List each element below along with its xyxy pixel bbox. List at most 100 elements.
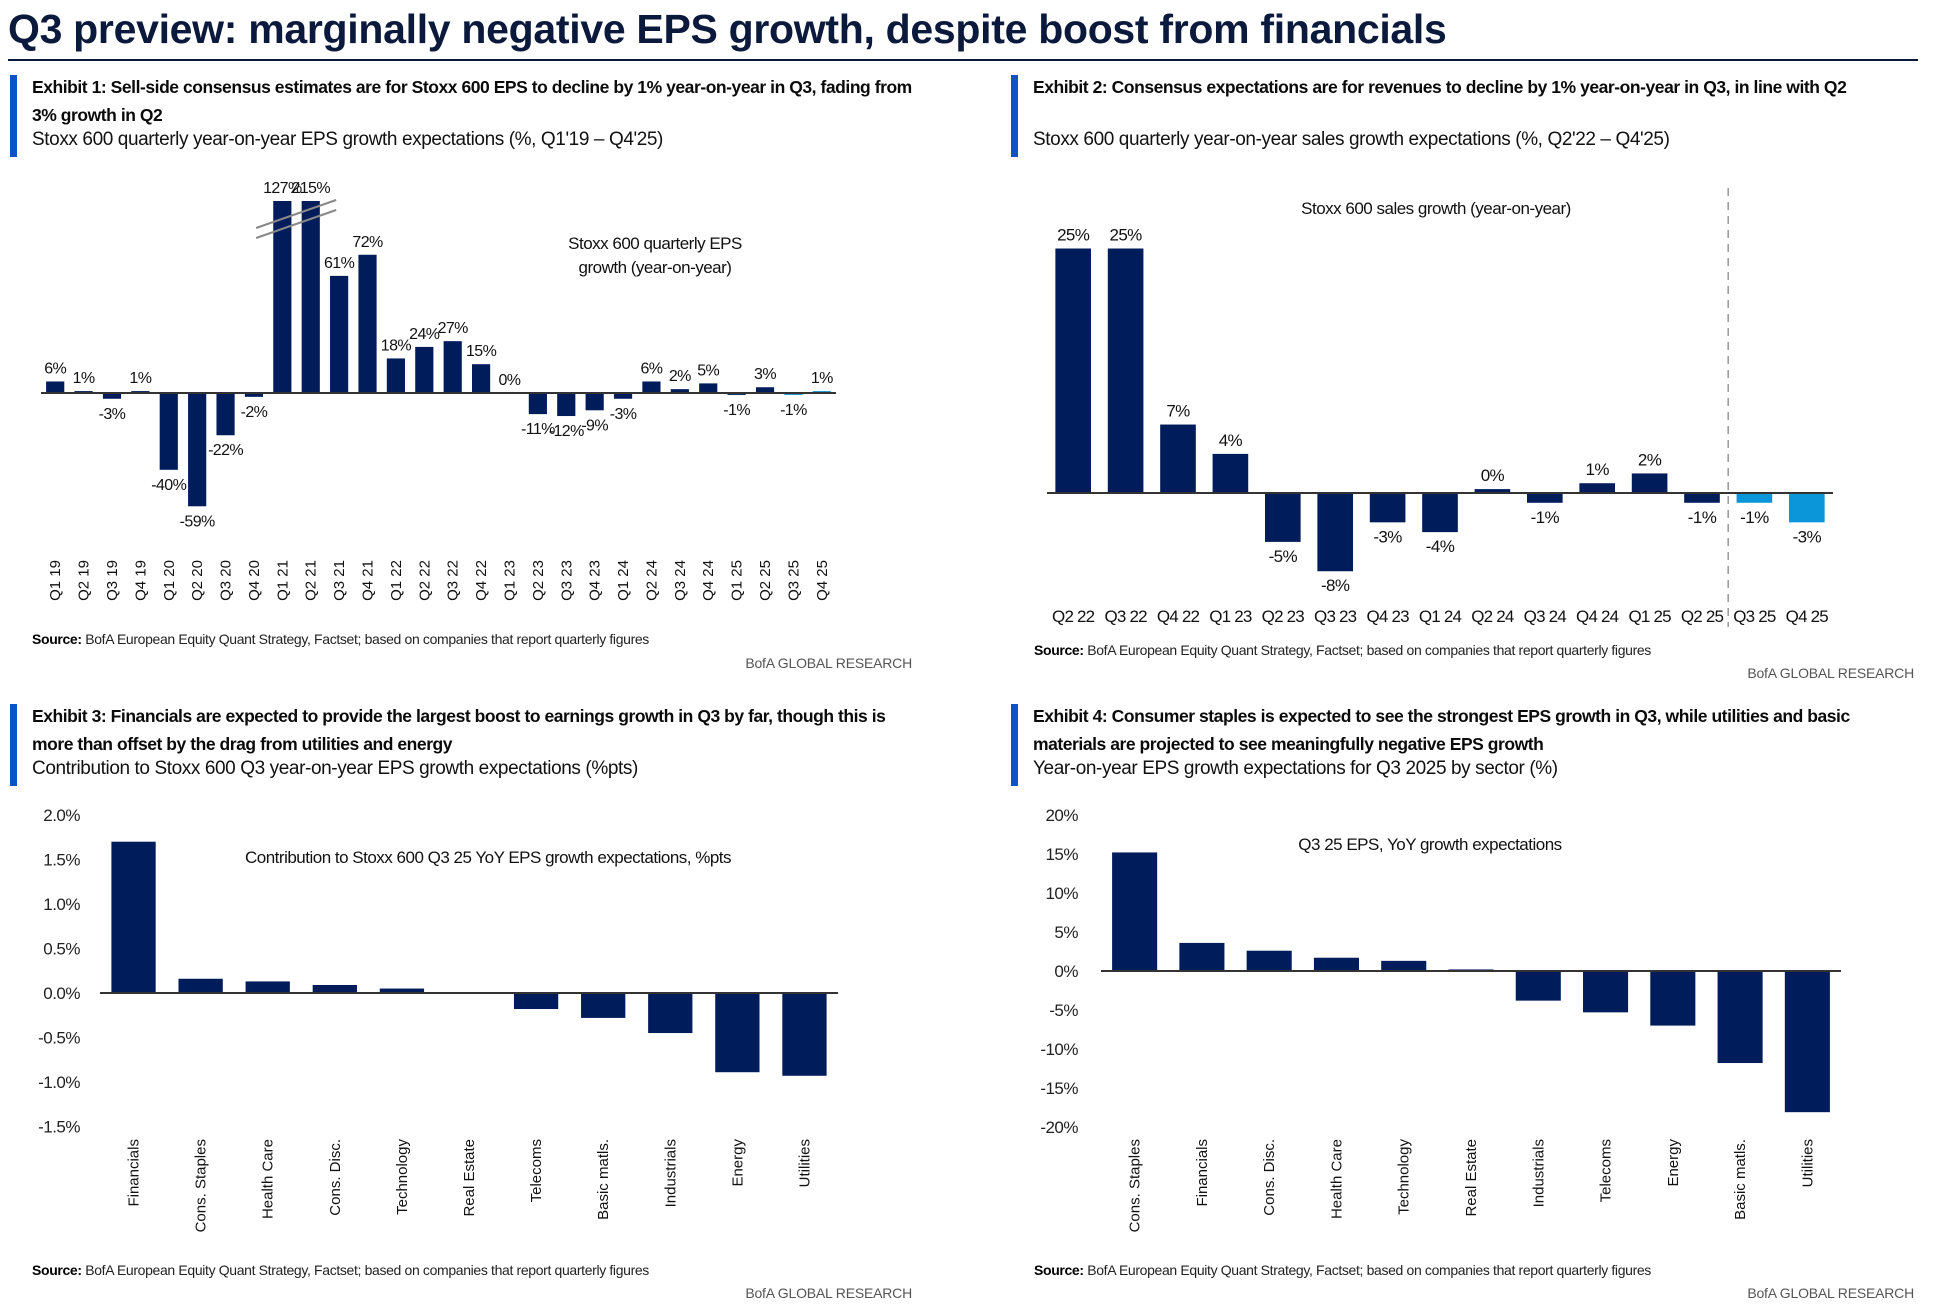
data-label: -12% — [549, 423, 584, 440]
bar-q3-20 — [216, 393, 235, 436]
x-tick-label: Q1 19 — [47, 560, 64, 601]
data-label: -8% — [1321, 576, 1350, 595]
source-label: Source: — [1034, 642, 1084, 658]
x-tick-label: Telecoms — [1598, 1139, 1615, 1202]
data-label: 7% — [1166, 402, 1190, 421]
bar-q2-22 — [415, 346, 434, 393]
x-tick-label: Q1 25 — [729, 560, 746, 601]
x-tick-label: Q3 25 — [1733, 607, 1776, 626]
bar-q3-24 — [670, 389, 689, 393]
bar-q3-22 — [1107, 248, 1144, 493]
exhibit-heading: Exhibit 3: Financials are expected to pr… — [32, 706, 886, 754]
y-tick-label: 2.0% — [43, 806, 80, 825]
axis-break-mark — [255, 199, 337, 229]
x-tick-label: Q1 24 — [615, 560, 632, 601]
bar-q3-22 — [443, 341, 462, 393]
x-tick-label: Q4 24 — [700, 560, 717, 601]
x-tick-label: Q3 21 — [331, 560, 348, 601]
source-label: Source: — [32, 631, 82, 647]
bar-q4-22 — [472, 364, 491, 393]
bar-q4-24 — [1579, 483, 1616, 493]
bar-q4-23 — [1369, 493, 1406, 523]
bar-q1-19 — [46, 381, 65, 393]
y-tick-label: 1.5% — [43, 851, 80, 870]
bar-industrials — [648, 993, 693, 1034]
source-note: Source: BofA European Equity Quant Strat… — [32, 1262, 649, 1278]
x-tick-label: Q3 25 — [785, 560, 802, 601]
page-title: Q3 preview: marginally negative EPS grow… — [8, 6, 1447, 52]
exhibit-subtitle: Year-on-year EPS growth expectations for… — [1033, 758, 1558, 779]
x-tick-label: Q3 24 — [672, 560, 689, 601]
x-tick-label: Q1 21 — [274, 560, 291, 601]
data-label: 24% — [409, 326, 440, 343]
source-note: Source: BofA European Equity Quant Strat… — [32, 631, 649, 647]
exhibit-heading: Exhibit 2: Consensus expectations are fo… — [1033, 77, 1847, 97]
data-label: 18% — [381, 337, 412, 354]
chart-title: Stoxx 600 sales growth (year-on-year) — [1301, 199, 1571, 218]
source-label: Source: — [1034, 1262, 1084, 1278]
data-label: 6% — [44, 360, 66, 377]
exhibit-heading: Exhibit 1: Sell-side consensus estimates… — [32, 77, 912, 125]
data-label: -3% — [1793, 527, 1822, 546]
bar-q1-22 — [386, 358, 405, 393]
exhibit-subtitle: Stoxx 600 quarterly year-on-year EPS gro… — [32, 129, 663, 150]
y-tick-label: -1.5% — [38, 1118, 80, 1137]
data-label: -1% — [1688, 508, 1717, 527]
bar-cons-disc- — [1246, 950, 1292, 971]
x-tick-label: Technology — [1396, 1139, 1413, 1215]
data-label: 1% — [73, 370, 95, 387]
data-label: -3% — [610, 406, 637, 423]
source-note: Source: BofA European Equity Quant Strat… — [1034, 642, 1651, 658]
bar-q1-23 — [1212, 453, 1249, 493]
y-tick-label: 20% — [1045, 806, 1078, 825]
x-tick-label: Q3 23 — [1314, 607, 1357, 626]
bar-health-care — [245, 981, 290, 993]
chart-title: Q3 25 EPS, YoY growth expectations — [1298, 835, 1561, 854]
x-tick-label: Telecoms — [528, 1139, 545, 1202]
source-text: BofA European Equity Quant Strategy, Fac… — [81, 1262, 649, 1278]
bar-energy — [715, 993, 760, 1073]
data-label: -11% — [521, 421, 555, 438]
x-tick-label: Energy — [1665, 1139, 1682, 1187]
bar-q2-24 — [642, 381, 661, 393]
y-tick-label: -0.5% — [38, 1029, 80, 1048]
bar-cons-staples — [1112, 852, 1158, 971]
x-tick-label: Q4 23 — [1366, 607, 1409, 626]
accent-bar — [10, 704, 17, 786]
accent-bar — [1011, 704, 1018, 786]
data-label: 3% — [754, 366, 776, 383]
y-tick-label: 0% — [1054, 962, 1078, 981]
bar-q2-25 — [755, 387, 775, 393]
bar-q1-21 — [273, 201, 292, 393]
bar-q2-22 — [1055, 248, 1092, 493]
x-tick-label: Financials — [126, 1139, 143, 1207]
bar-q4-21 — [358, 254, 377, 393]
x-tick-label: Q2 25 — [1681, 607, 1724, 626]
x-tick-label: Basic matls. — [595, 1139, 612, 1220]
data-label: 1% — [1586, 460, 1610, 479]
bar-q3-23 — [557, 393, 576, 417]
data-label: -1% — [723, 402, 750, 419]
x-tick-label: Q3 22 — [1104, 607, 1147, 626]
x-tick-label: Financials — [1194, 1139, 1211, 1207]
bar-q3-23 — [1317, 493, 1354, 572]
bar-cons-staples — [178, 978, 223, 993]
data-label: 61% — [324, 255, 355, 272]
title-divider — [8, 59, 1918, 61]
bar-q4-25 — [1788, 493, 1825, 523]
bar-basic-matls- — [1717, 971, 1763, 1064]
data-label: 25% — [1109, 226, 1142, 245]
data-label: -3% — [1373, 527, 1402, 546]
x-tick-label: Cons. Disc. — [327, 1139, 344, 1216]
bar-q2-21 — [301, 201, 320, 393]
data-label: -22% — [208, 442, 243, 459]
bar-q2-25 — [1684, 493, 1720, 503]
data-label: 15% — [466, 343, 497, 360]
data-label: 72% — [352, 234, 383, 251]
x-tick-label: Q2 23 — [1262, 607, 1305, 626]
bar-q4-22 — [1160, 424, 1196, 493]
exhibit-subtitle: Contribution to Stoxx 600 Q3 year-on-yea… — [32, 758, 638, 779]
bar-q3-21 — [330, 275, 349, 393]
data-label: 1% — [811, 370, 833, 387]
